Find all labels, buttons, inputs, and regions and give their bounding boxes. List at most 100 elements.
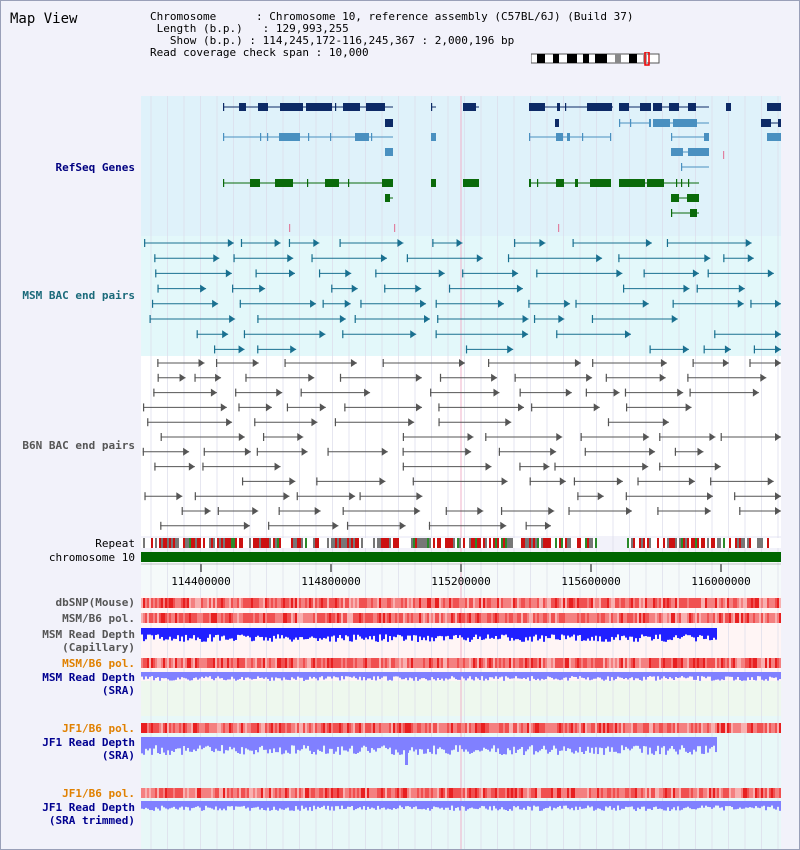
msm-b6-pol-cell: [227, 613, 229, 623]
b6n-bac-end: [316, 477, 318, 486]
dbsnp-cell: [187, 598, 189, 608]
msm-depth-sra-bar: [383, 672, 385, 677]
jf1-depth-trim-bar: [527, 801, 529, 807]
dbsnp-cell: [569, 598, 571, 608]
jf1-depth-trim-bar: [705, 801, 707, 806]
chromosome-ideogram[interactable]: [531, 52, 661, 66]
msm-b6-pol-cell: [541, 613, 543, 623]
jf1-b6-pol-trim-cell: [725, 788, 727, 798]
msm-b6-pol-cell: [423, 613, 425, 623]
msm-b6-pol-sra-cell: [175, 658, 177, 668]
jf1-depth-trim-bar: [401, 801, 403, 808]
msm-depth-cap-bar: [431, 628, 433, 638]
msm-b6-pol-sra-cell: [313, 658, 315, 668]
track-label-msm-b6-pol[interactable]: MSM/B6 pol.: [62, 612, 135, 625]
jf1-b6-pol-trim-cell: [555, 788, 557, 798]
msm-b6-pol-sra-cell: [235, 658, 237, 668]
track-label-msm-b6-pol-sra[interactable]: MSM/B6 pol.: [62, 657, 135, 670]
track-label-msm-depth-sra[interactable]: MSM Read Depth: [42, 671, 135, 684]
dbsnp-cell: [397, 598, 399, 608]
jf1-b6-pol-trim-cell: [397, 788, 399, 798]
jf1-b6-pol-cell: [307, 723, 309, 733]
track-label-msm-depth-cap[interactable]: MSM Read Depth: [42, 628, 135, 641]
msm-b6-pol-cell: [345, 613, 347, 623]
msm-depth-cap-bar: [409, 628, 411, 636]
msm-depth-cap-bar: [527, 628, 529, 641]
msm-b6-pol-cell: [557, 613, 559, 623]
jf1-depth-trim-bar: [183, 801, 185, 810]
dbsnp-cell: [503, 598, 505, 608]
dbsnp-cell: [611, 598, 613, 608]
jf1-depth-trim-bar: [729, 801, 731, 807]
jf1-b6-pol-trim-cell: [707, 788, 709, 798]
jf1-depth-trim-bar: [413, 801, 415, 808]
msm-depth-cap-bar: [683, 628, 685, 636]
msm-depth-cap-bar: [575, 628, 577, 641]
jf1-b6-pol-cell: [705, 723, 707, 733]
msm-depth-cap-bar: [439, 628, 441, 636]
jf1-depth-trim-bar: [445, 801, 447, 808]
b6n-bac-arrow: [642, 462, 649, 471]
track-panel[interactable]: 114400000 114800000 115200000 115600000 1160…: [141, 96, 781, 849]
dbsnp-cell: [739, 598, 741, 608]
msm-depth-cap-bar: [467, 628, 469, 638]
jf1-depth-trim-bar: [645, 801, 647, 811]
repeat-block: [321, 538, 323, 548]
jf1-depth-bar: [415, 737, 417, 750]
msm-depth-sra-bar: [741, 672, 743, 681]
track-label-chromosome[interactable]: chromosome 10: [48, 551, 135, 564]
track-label-b6n-bac[interactable]: B6N BAC end pairs: [22, 439, 135, 452]
gene-exon-tick: [371, 133, 373, 141]
msm-bac-arrow: [558, 315, 565, 323]
track-label-jf1-depth-trim[interactable]: JF1 Read Depth: [42, 801, 135, 814]
jf1-b6-pol-cell: [509, 723, 511, 733]
dbsnp-cell: [263, 598, 265, 608]
msm-bac-end: [149, 315, 151, 323]
dbsnp-cell: [343, 598, 345, 608]
track-canvas[interactable]: 114400000 114800000 115200000 115600000 1160…: [141, 96, 781, 849]
jf1-depth-trim-bar: [691, 801, 693, 810]
jf1-depth-bar: [441, 737, 443, 750]
msm-b6-pol-cell: [665, 613, 667, 623]
jf1-depth-trim-bar: [591, 801, 593, 807]
jf1-b6-pol-trim-cell: [541, 788, 543, 798]
track-label-refseq[interactable]: RefSeq Genes: [55, 161, 135, 174]
repeat-block: [221, 538, 223, 548]
jf1-b6-pol-trim-cell: [677, 788, 679, 798]
msm-b6-pol-cell: [185, 613, 187, 623]
gene-exon: [671, 148, 683, 156]
b6n-bac-end: [580, 433, 582, 441]
msm-depth-cap-bar: [687, 628, 689, 636]
repeat-block: [435, 538, 437, 548]
dbsnp-cell: [667, 598, 669, 608]
track-label-repeat[interactable]: Repeat: [95, 537, 135, 550]
jf1-b6-pol-cell: [283, 723, 285, 733]
track-label-jf1-b6-pol[interactable]: JF1/B6 pol.: [62, 722, 135, 735]
track-label-dbsnp[interactable]: dbSNP(Mouse): [55, 596, 135, 609]
dbsnp-cell: [355, 598, 357, 608]
msm-bac-arrow: [642, 299, 649, 308]
jf1-depth-bar: [649, 737, 651, 748]
jf1-b6-pol-cell: [771, 723, 773, 733]
b6n-bac-arrow: [760, 373, 767, 382]
jf1-depth-trim-bar: [201, 801, 203, 811]
dbsnp-cell: [457, 598, 459, 608]
msm-depth-sra-bar: [175, 672, 177, 680]
msm-depth-sra-bar: [735, 672, 737, 680]
track-label-jf1-depth[interactable]: JF1 Read Depth: [42, 736, 135, 749]
jf1-depth-bar: [205, 737, 207, 747]
msm-depth-sra-bar: [477, 672, 479, 679]
msm-depth-sra-bar: [443, 672, 445, 681]
dbsnp-cell: [689, 598, 691, 608]
msm-b6-pol-cell: [259, 613, 261, 623]
msm-b6-pol-cell: [473, 613, 475, 623]
dbsnp-cell: [499, 598, 501, 608]
msm-depth-cap-bar: [357, 628, 359, 635]
msm-b6-pol-cell: [477, 613, 479, 623]
track-label-jf1-b6-pol-trim[interactable]: JF1/B6 pol.: [62, 787, 135, 800]
dbsnp-cell: [279, 598, 281, 608]
track-label-msm-bac[interactable]: MSM BAC end pairs: [22, 289, 135, 302]
msm-depth-sra-bar: [345, 672, 347, 677]
chromosome-info: Chromosome : Chromosome 10, reference as…: [150, 10, 634, 59]
msm-b6-pol-cell: [519, 613, 521, 623]
